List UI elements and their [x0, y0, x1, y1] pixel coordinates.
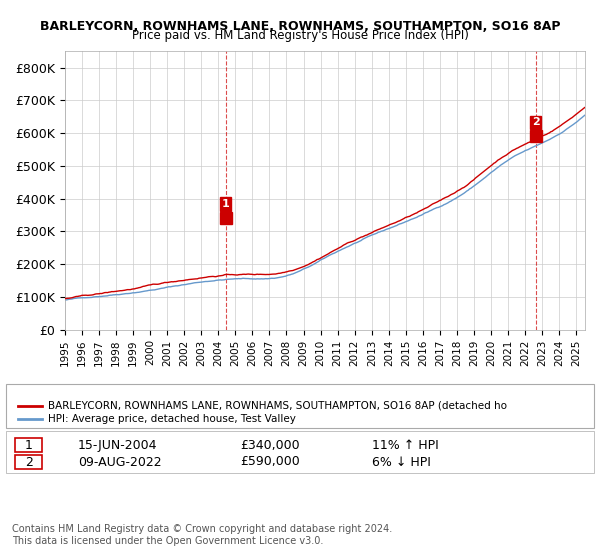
- Text: 1: 1: [222, 199, 230, 209]
- Text: 15-JUN-2004: 15-JUN-2004: [78, 438, 157, 452]
- Text: 1: 1: [25, 438, 33, 452]
- Text: 11% ↑ HPI: 11% ↑ HPI: [372, 438, 439, 452]
- Text: £590,000: £590,000: [240, 455, 300, 469]
- Text: £340,000: £340,000: [240, 438, 299, 452]
- Text: HPI: Average price, detached house, Test Valley: HPI: Average price, detached house, Test…: [48, 414, 296, 424]
- Text: Contains HM Land Registry data © Crown copyright and database right 2024.
This d: Contains HM Land Registry data © Crown c…: [12, 524, 392, 546]
- Text: 2: 2: [532, 118, 539, 127]
- Text: 2: 2: [25, 455, 33, 469]
- Text: BARLEYCORN, ROWNHAMS LANE, ROWNHAMS, SOUTHAMPTON, SO16 8AP (detached ho: BARLEYCORN, ROWNHAMS LANE, ROWNHAMS, SOU…: [48, 401, 507, 411]
- Text: Price paid vs. HM Land Registry's House Price Index (HPI): Price paid vs. HM Land Registry's House …: [131, 29, 469, 42]
- Text: 09-AUG-2022: 09-AUG-2022: [78, 455, 161, 469]
- Text: 6% ↓ HPI: 6% ↓ HPI: [372, 455, 431, 469]
- Text: BARLEYCORN, ROWNHAMS LANE, ROWNHAMS, SOUTHAMPTON, SO16 8AP: BARLEYCORN, ROWNHAMS LANE, ROWNHAMS, SOU…: [40, 20, 560, 32]
